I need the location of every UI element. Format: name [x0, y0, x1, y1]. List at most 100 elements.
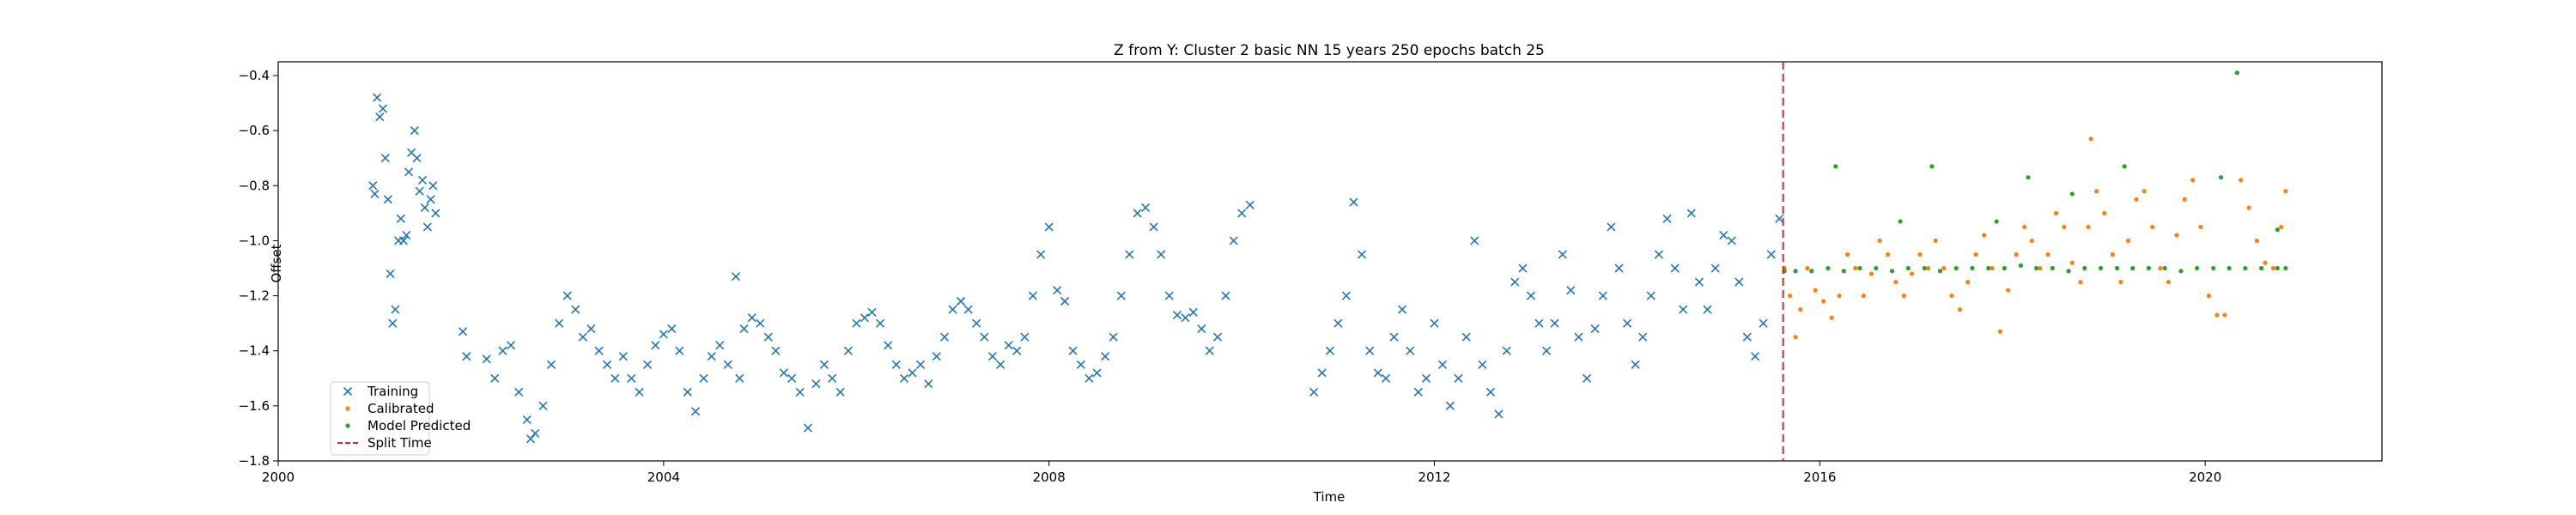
data-point — [594, 346, 604, 355]
data-point — [779, 368, 788, 378]
data-point — [526, 434, 536, 444]
legend-label: Split Time — [368, 435, 432, 451]
data-point — [1844, 251, 1850, 258]
data-point — [2158, 265, 2163, 271]
data-point — [1922, 265, 1927, 271]
data-point — [2215, 312, 2220, 318]
data-point — [963, 305, 973, 314]
series-calibrated — [1782, 136, 2288, 340]
data-point — [2275, 265, 2280, 271]
data-point — [2195, 265, 2200, 271]
y-tick-label: −1.6 — [239, 398, 270, 414]
data-point — [378, 104, 388, 113]
series-model-predicted — [1782, 70, 2288, 274]
data-point — [1558, 250, 1567, 259]
data-point — [1574, 332, 1583, 342]
data-point — [723, 360, 732, 369]
data-point — [1188, 307, 1198, 317]
data-point — [611, 373, 620, 383]
data-point — [1798, 307, 1803, 312]
chart-title: Z from Y: Cluster 2 basic NN 15 years 25… — [1114, 42, 1545, 59]
data-point — [1357, 250, 1367, 259]
data-point — [514, 387, 524, 397]
data-point — [1751, 352, 1760, 361]
data-point — [578, 332, 587, 342]
data-point — [811, 379, 821, 389]
data-point — [2069, 260, 2075, 265]
data-point — [627, 373, 636, 383]
data-point — [1494, 409, 1504, 419]
data-point — [948, 305, 957, 314]
data-point — [651, 341, 660, 350]
data-point — [1841, 269, 1846, 274]
data-point — [1325, 346, 1334, 355]
data-point — [2182, 197, 2187, 202]
data-point — [1694, 277, 1704, 287]
plot-frame — [277, 61, 2383, 462]
data-point — [1686, 209, 1696, 218]
data-point — [1909, 271, 1915, 276]
data-point — [1893, 279, 1899, 285]
data-point — [522, 415, 532, 424]
data-point — [1212, 332, 1223, 342]
data-point — [420, 203, 429, 213]
data-point — [2053, 210, 2059, 215]
data-point — [843, 346, 853, 355]
data-point — [2227, 265, 2232, 271]
data-point — [1053, 286, 1062, 295]
data-point — [747, 313, 756, 323]
data-point — [1566, 286, 1576, 295]
y-axis: −1.8 −1.6 −1.4 −1.2 −1.0 −0.8 −0.6 −0.4 — [239, 68, 278, 469]
data-point — [1004, 341, 1013, 350]
data-point — [1861, 293, 1866, 299]
data-point — [1933, 238, 1938, 244]
data-point — [2275, 227, 2280, 233]
data-point — [386, 269, 395, 278]
data-point — [2150, 224, 2155, 230]
data-point — [2254, 238, 2259, 244]
data-point — [739, 324, 749, 334]
data-point — [1076, 360, 1085, 369]
legend-marker — [345, 423, 350, 428]
data-point — [1793, 269, 1798, 274]
data-point — [1853, 265, 1858, 271]
data-point — [924, 379, 933, 389]
data-point — [415, 186, 424, 196]
data-point — [380, 154, 390, 163]
data-point — [1044, 222, 1054, 232]
data-point — [1788, 293, 1793, 299]
data-point — [458, 327, 468, 336]
legend-label: Calibrated — [368, 401, 434, 416]
data-point — [1885, 251, 1891, 258]
data-point — [1020, 332, 1030, 342]
data-point — [1445, 401, 1455, 410]
data-point — [1430, 318, 1439, 328]
data-point — [1478, 360, 1487, 369]
data-point — [2029, 238, 2034, 244]
data-point — [1874, 265, 1879, 271]
data-point — [1829, 315, 1834, 320]
legend: Training Calibrated Model Predicted Split T… — [330, 381, 471, 456]
data-point — [1164, 291, 1174, 300]
data-point — [932, 352, 941, 361]
data-point — [1957, 307, 1963, 312]
x-tick-label: 2000 — [262, 470, 295, 485]
data-point — [2050, 265, 2055, 271]
data-point — [426, 195, 435, 204]
data-point — [1735, 277, 1744, 287]
y-axis-label: Offset — [269, 244, 284, 282]
data-point — [1990, 265, 1995, 271]
data-point — [1813, 288, 1818, 293]
data-point — [803, 423, 812, 433]
data-point — [1181, 313, 1190, 323]
data-point — [1898, 219, 1903, 224]
data-point — [1116, 291, 1126, 300]
data-point — [852, 318, 861, 328]
y-tick-label: −1.0 — [239, 233, 270, 248]
data-point — [699, 373, 708, 383]
data-point — [396, 214, 405, 223]
data-point — [972, 318, 981, 328]
data-point — [2166, 279, 2172, 285]
data-point — [939, 332, 950, 342]
data-point — [1068, 346, 1078, 355]
